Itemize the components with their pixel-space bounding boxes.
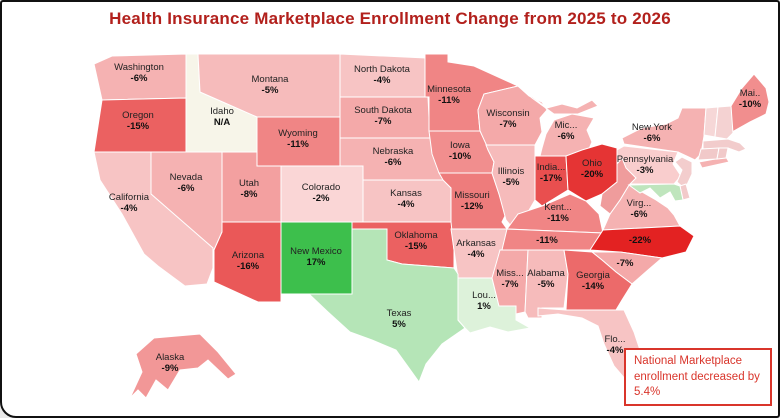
state-label-ga: Georgia -14% (576, 270, 611, 292)
state-label-wy: Wyoming -11% (278, 128, 318, 150)
state-label-co: Colorado -2% (302, 182, 341, 204)
state-label-al: Alabama -5% (527, 268, 565, 290)
state-label-id: Idaho N/A (210, 106, 234, 128)
state-label-wi: Wisconsin -7% (486, 108, 529, 130)
state-ct (697, 147, 720, 161)
state-label-ne: Nebraska -6% (373, 146, 414, 168)
state-label-wa: Washington -6% (114, 62, 164, 84)
state-label-ut: Utah -8% (239, 178, 259, 200)
state-label-mo: Missouri -12% (454, 190, 489, 212)
state-label-ks: Kansas -4% (390, 188, 422, 210)
state-label-va: Virg... -6% (627, 198, 652, 220)
state-label-pa: Pennsylvania -3% (617, 154, 674, 176)
state-label-nv: Nevada -6% (170, 172, 203, 194)
state-ak (129, 333, 237, 399)
state-label-sd: South Dakota -7% (354, 105, 412, 127)
state-label-ak: Alaska -9% (156, 352, 185, 374)
state-label-nd: North Dakota -4% (354, 64, 411, 86)
state-md (627, 183, 684, 202)
state-label-oh: Ohio -20% (581, 158, 604, 180)
state-in (534, 155, 569, 207)
state-label-ca: California -4% (109, 192, 150, 214)
state-label-me: Mai.. -10% (739, 88, 762, 110)
state-label-nm: New Mexico 17% (290, 246, 342, 268)
state-ga (563, 249, 633, 311)
state-label-ia: Iowa -10% (449, 140, 472, 162)
state-label-la: Lou... 1% (472, 290, 496, 312)
state-label-ar: Arkansas -4% (456, 238, 496, 260)
state-label-mn: Minnesota -11% (427, 84, 472, 106)
state-label-ms: Miss... -7% (496, 268, 523, 290)
state-wi (477, 85, 548, 146)
state-label-or: Oregon -15% (122, 110, 154, 132)
state-label-ok: Oklahoma -15% (394, 230, 438, 252)
chart-title: Health Insurance Marketplace Enrollment … (109, 9, 671, 28)
state-ky (506, 193, 604, 234)
state-label-il: Illinois -5% (498, 166, 525, 188)
state-label-tn: -11% (536, 235, 558, 246)
state-label-az: Arizona -16% (232, 250, 265, 272)
state-label-mt: Montana -5% (252, 74, 290, 96)
state-nc (589, 225, 695, 259)
national-note: National Marketplace enrollment decrease… (624, 348, 772, 406)
state-label-in: India... -17% (537, 162, 566, 184)
state-label-nc: -22% (629, 235, 652, 246)
state-ri (716, 147, 729, 160)
state-tx (307, 228, 466, 384)
state-label-ny: New York -6% (632, 122, 672, 144)
state-label-fl: Flo... -4% (604, 334, 625, 356)
state-label-sc: -7% (617, 258, 634, 269)
state-label-tx: Texas 5% (387, 308, 412, 330)
state-label-ky: Kent... -11% (544, 202, 571, 224)
state-label-mi: Mic... -6% (555, 120, 578, 142)
state-me (730, 73, 770, 133)
state-nh (714, 105, 734, 140)
state-ca (93, 151, 214, 287)
